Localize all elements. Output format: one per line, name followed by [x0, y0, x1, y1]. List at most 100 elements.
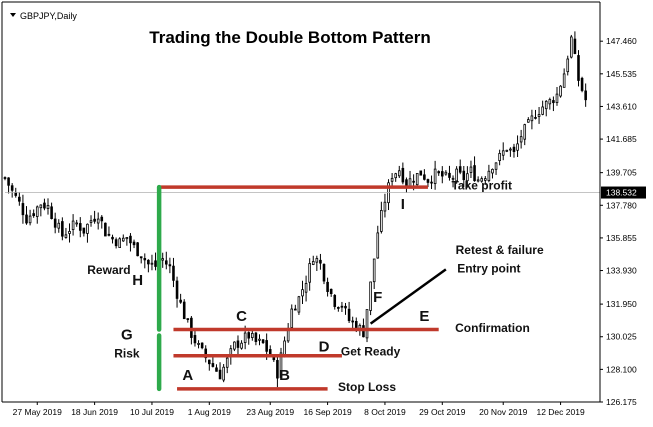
x-tick-label: 1 Aug 2019 — [188, 407, 231, 417]
candle — [519, 129, 523, 149]
candle — [308, 258, 311, 291]
candle — [512, 143, 516, 158]
candle — [107, 226, 111, 237]
candle — [111, 234, 114, 244]
symbol-label: GBPJPY,Daily — [20, 11, 77, 21]
candle — [53, 212, 57, 234]
candle — [218, 362, 222, 380]
x-tick-label: 20 Nov 2019 — [479, 407, 527, 417]
candle — [121, 234, 125, 242]
candle — [484, 176, 487, 185]
y-tick-label: 143.610 — [606, 101, 637, 111]
candle — [71, 214, 75, 236]
annotation-label: Get Ready — [341, 345, 401, 359]
candle — [455, 166, 458, 184]
candle — [258, 334, 261, 346]
candle — [21, 194, 25, 224]
candle — [261, 339, 265, 344]
candle — [75, 219, 78, 227]
annotation-label: F — [373, 289, 382, 306]
annotation-label: Entry point — [457, 262, 520, 276]
x-tick-label: 10 Jul 2019 — [130, 407, 174, 417]
current-price-box — [601, 186, 646, 199]
candle — [537, 106, 541, 124]
candle — [43, 198, 46, 211]
candle — [279, 347, 283, 378]
candle — [534, 109, 537, 120]
candle — [501, 142, 505, 161]
candle — [78, 217, 82, 238]
candle — [494, 162, 498, 175]
annotation-label: A — [182, 367, 193, 384]
annotation-label: G — [121, 326, 133, 343]
candle — [104, 222, 107, 237]
candle — [240, 340, 243, 350]
candle — [570, 34, 573, 59]
y-tick-label: 133.930 — [606, 266, 637, 276]
annotation-label: E — [419, 308, 429, 325]
candle — [225, 355, 229, 374]
candle — [527, 117, 530, 123]
y-tick-label: 126.175 — [606, 397, 637, 407]
candle — [7, 177, 10, 194]
candle — [39, 204, 43, 217]
candle — [100, 215, 104, 229]
candle — [304, 275, 308, 302]
candle — [276, 357, 279, 388]
candle — [68, 223, 71, 243]
candle — [433, 160, 437, 190]
annotation-label: B — [279, 367, 290, 384]
candle — [401, 162, 405, 185]
y-tick-label: 139.705 — [606, 168, 637, 178]
symbol-dropdown-icon[interactable] — [10, 13, 16, 17]
candle — [322, 263, 326, 285]
candle — [96, 212, 100, 230]
candle — [35, 205, 39, 224]
candle — [423, 169, 426, 181]
annotation-label: H — [132, 272, 143, 289]
candle — [469, 160, 473, 178]
candle — [365, 309, 369, 343]
candle — [552, 96, 555, 112]
candle — [437, 170, 441, 176]
candle — [46, 198, 50, 215]
candle — [440, 166, 444, 184]
annotation-label: D — [319, 338, 330, 355]
candle — [82, 227, 86, 237]
candle — [294, 304, 297, 311]
candle — [311, 255, 315, 266]
candle — [548, 97, 552, 110]
candle — [580, 76, 584, 93]
candle — [215, 364, 218, 372]
candle — [204, 345, 208, 363]
candle — [247, 331, 251, 345]
candle — [577, 50, 580, 87]
candle — [129, 233, 132, 252]
candle — [562, 68, 566, 88]
chart-title: Trading the Double Bottom Pattern — [149, 28, 430, 47]
candle — [351, 316, 354, 330]
candle — [566, 55, 570, 76]
candle — [315, 255, 319, 272]
candle — [32, 209, 35, 218]
current-price-label: 138.532 — [606, 188, 637, 198]
candle — [430, 175, 433, 190]
candle — [347, 301, 351, 324]
axis-layer: 147.460 145.535 143.610 141.685 139.705 137.7… — [1, 1, 646, 417]
annotation-label: Reward — [87, 263, 130, 277]
y-tick-label: 145.535 — [606, 69, 637, 79]
candle — [28, 209, 32, 226]
candle — [555, 86, 559, 106]
candle — [61, 217, 64, 241]
candle — [143, 253, 147, 269]
candle — [25, 206, 28, 225]
candle — [462, 165, 466, 188]
x-tick-label: 8 Oct 2019 — [364, 407, 406, 417]
candle — [523, 123, 527, 146]
candle — [491, 168, 494, 179]
candle — [372, 258, 376, 290]
candle — [369, 281, 372, 316]
candle — [326, 277, 329, 297]
candle — [476, 176, 480, 183]
